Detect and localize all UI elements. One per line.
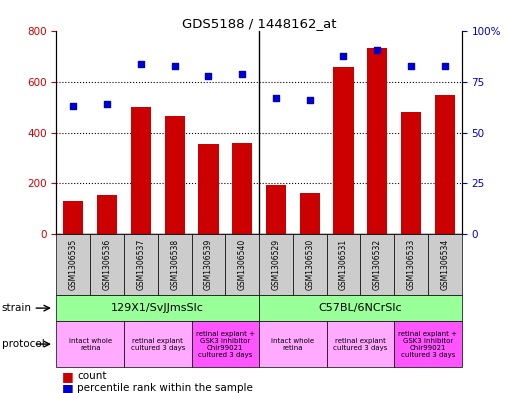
Text: retinal explant
cultured 3 days: retinal explant cultured 3 days [131,338,185,351]
Text: 129X1/SvJJmsSlc: 129X1/SvJJmsSlc [111,303,204,313]
Point [407,63,415,69]
Bar [333,67,353,234]
Point [272,95,280,101]
Text: percentile rank within the sample: percentile rank within the sample [77,383,253,393]
Bar [259,321,327,367]
Title: GDS5188 / 1448162_at: GDS5188 / 1448162_at [182,17,337,30]
Point [170,63,179,69]
Bar [232,143,252,234]
Bar [259,234,293,295]
Point [238,71,246,77]
Bar [367,48,387,234]
Text: ■: ■ [62,370,73,383]
Bar [191,234,225,295]
Text: retinal explant +
GSK3 inhibitor
Chir99021
cultured 3 days: retinal explant + GSK3 inhibitor Chir990… [399,331,458,358]
Bar [266,184,286,234]
Text: GSM1306534: GSM1306534 [440,239,449,290]
Text: protocol: protocol [2,339,44,349]
Bar [90,234,124,295]
Bar [327,234,360,295]
Bar [165,116,185,234]
Bar [56,321,124,367]
Text: GSM1306538: GSM1306538 [170,239,179,290]
Text: GSM1306539: GSM1306539 [204,239,213,290]
Bar [435,95,455,234]
Bar [394,321,462,367]
Bar [259,295,462,321]
Point [340,53,348,59]
Bar [191,321,259,367]
Text: GSM1306529: GSM1306529 [271,239,281,290]
Bar [300,193,320,234]
Bar [63,201,84,234]
Point [204,73,212,79]
Bar [124,234,158,295]
Text: GSM1306535: GSM1306535 [69,239,78,290]
Point [373,46,381,53]
Bar [56,295,259,321]
Bar [124,321,191,367]
Text: GSM1306530: GSM1306530 [305,239,314,290]
Bar [428,234,462,295]
Text: GSM1306533: GSM1306533 [406,239,416,290]
Point [69,103,77,110]
Point [137,61,145,67]
Bar [131,107,151,234]
Text: GSM1306532: GSM1306532 [373,239,382,290]
Point [306,97,314,103]
Text: retinal explant
cultured 3 days: retinal explant cultured 3 days [333,338,387,351]
Text: retinal explant +
GSK3 inhibitor
Chir99021
cultured 3 days: retinal explant + GSK3 inhibitor Chir990… [196,331,255,358]
Bar [198,144,219,234]
Bar [97,195,117,234]
Text: strain: strain [2,303,31,313]
Text: intact whole
retina: intact whole retina [271,338,314,351]
Bar [157,234,191,295]
Bar [327,321,394,367]
Text: count: count [77,371,107,382]
Text: GSM1306531: GSM1306531 [339,239,348,290]
Point [103,101,111,107]
Text: GSM1306540: GSM1306540 [238,239,247,290]
Text: ■: ■ [62,382,73,393]
Bar [401,112,421,234]
Point [441,63,449,69]
Text: intact whole
retina: intact whole retina [69,338,112,351]
Bar [394,234,428,295]
Bar [56,234,90,295]
Text: GSM1306537: GSM1306537 [136,239,145,290]
Bar [225,234,259,295]
Bar [293,234,327,295]
Text: C57BL/6NCrSlc: C57BL/6NCrSlc [319,303,402,313]
Text: GSM1306536: GSM1306536 [103,239,112,290]
Bar [360,234,394,295]
